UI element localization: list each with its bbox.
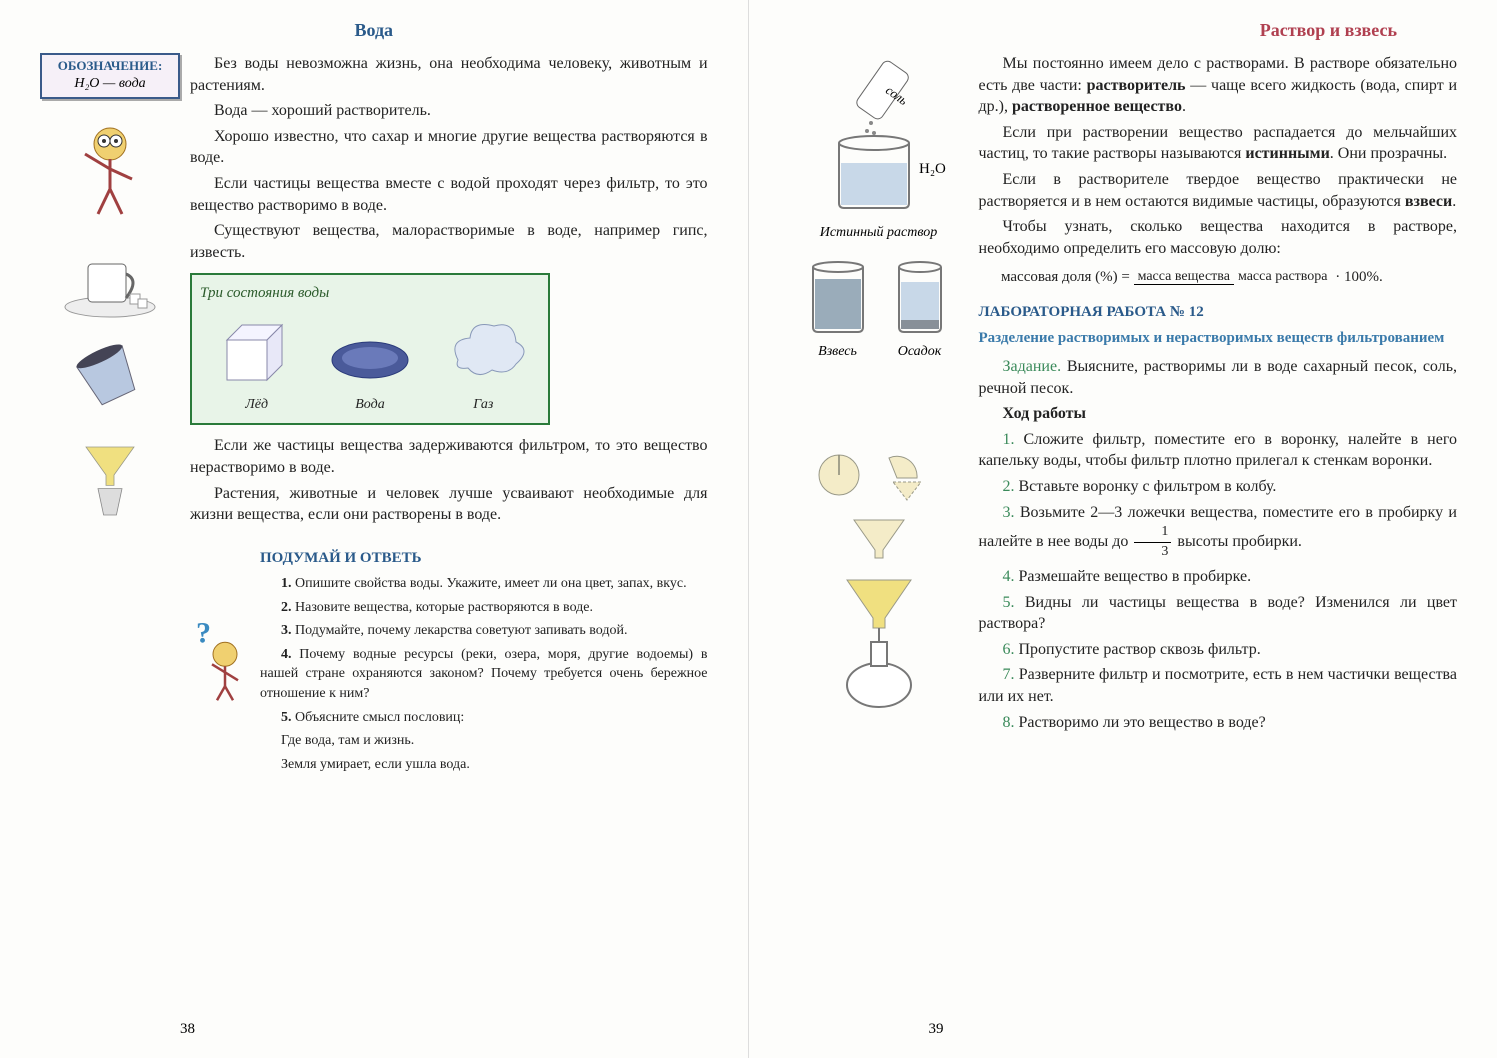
cup-sugar-icon [60, 239, 160, 319]
designation-body: H₂O — вода [50, 74, 170, 94]
procedure-title: Ход работы [979, 403, 1458, 425]
lab-title: ЛАБОРАТОРНАЯ РАБОТА № 12 [979, 302, 1458, 322]
suspension-caption: Взвесь [803, 344, 873, 360]
step: 3. Возьмите 2—3 ложечки вещества, помест… [979, 502, 1458, 562]
suspension-beaker-icon [803, 257, 873, 337]
step: 6. Пропустите раствор сквозь фильтр. [979, 639, 1458, 661]
left-text-column: Без воды невозможна жизнь, она необходим… [190, 53, 708, 778]
step: 7. Разверните фильтр и посмотрите, есть … [979, 664, 1458, 707]
q-text: Объясните смысл пословиц: [295, 710, 464, 725]
think-answer-title: ПОДУМАЙ И ОТВЕТЬ [260, 548, 708, 568]
step: 1. Сложите фильтр, поместите его в ворон… [979, 429, 1458, 472]
left-header: Вода [40, 20, 708, 41]
para: Вода — хороший растворитель. [190, 100, 708, 122]
sediment-beaker-icon [885, 257, 955, 337]
para: Если частицы вещества вместе с водой про… [190, 173, 708, 216]
right-text-column: Мы постоянно имеем дело с растворами. В … [979, 53, 1458, 737]
para: Растения, животные и человек лучше усваи… [190, 483, 708, 526]
para: Чтобы узнать, сколько вещества находится… [979, 216, 1458, 259]
mass-fraction-formula: массовая доля (%) = масса веществамасса … [1001, 267, 1457, 287]
states-title: Три состояния воды [200, 283, 540, 303]
true-solution-figure: соль H₂O [799, 53, 959, 213]
q-text: Назовите вещества, которые растворяются … [295, 600, 593, 615]
proverb: Земля умирает, если ушла вода. [260, 755, 708, 775]
question-list: 1. Опишите свойства воды. Укажите, имеет… [260, 574, 708, 774]
step: 4. Размешайте вещество в пробирке. [979, 566, 1458, 588]
sediment-caption: Осадок [885, 344, 955, 360]
para: Если в растворителе твердое вещество пра… [979, 169, 1458, 212]
q-text: Подумайте, почему лекарства советуют зап… [295, 623, 628, 638]
bucket-icon [60, 339, 160, 419]
steam-cloud-icon [438, 310, 528, 390]
funnel-icon [60, 439, 160, 519]
right-sidebar: соль H₂O Истинный раствор [789, 53, 969, 737]
page-left: Вода ОБОЗНАЧЕНИЕ: H₂O — вода [0, 0, 749, 1058]
q-text: Опишите свойства воды. Укажите, имеет ли… [295, 576, 687, 591]
state-label: Вода [325, 396, 415, 415]
left-sidebar: ОБОЗНАЧЕНИЕ: H₂O — вода [40, 53, 180, 778]
true-solution-caption: Истинный раствор [820, 225, 938, 241]
page-right: Раствор и взвесь соль H₂O Истинный раств… [749, 0, 1497, 1058]
question-mascot-icon: ? [190, 536, 250, 779]
para: Если же частицы вещества задерживаются ф… [190, 435, 708, 478]
state-label: Газ [438, 396, 528, 415]
designation-title: ОБОЗНАЧЕНИЕ: [50, 58, 170, 74]
svg-text:?: ? [196, 616, 211, 649]
filter-procedure-figure [799, 450, 959, 710]
page-number-right: 39 [929, 1021, 944, 1038]
three-states-figure: Три состояния воды Лёд [190, 273, 550, 425]
h2o-label: H₂O [919, 161, 946, 177]
para: Если при растворении вещество распадаетс… [979, 122, 1458, 165]
ice-icon [212, 310, 302, 390]
lab-subtitle: Разделение растворимых и нерастворимых в… [979, 328, 1458, 348]
para: Хорошо известно, что сахар и многие друг… [190, 126, 708, 169]
step: 5. Видны ли частицы вещества в воде? Изм… [979, 592, 1458, 635]
para: Без воды невозможна жизнь, она необходим… [190, 53, 708, 96]
proverb: Где вода, там и жизнь. [260, 731, 708, 751]
mascot-character-icon [70, 119, 150, 219]
para: Существуют вещества, малорастворимые в в… [190, 220, 708, 263]
step: 2. Вставьте воронку с фильтром в колбу. [979, 476, 1458, 498]
water-puddle-icon [325, 310, 415, 390]
page-number-left: 38 [180, 1021, 195, 1038]
book-spread: Вода ОБОЗНАЧЕНИЕ: H₂O — вода [0, 0, 1497, 1058]
q-text: Почему водные ресурсы (реки, озера, моря… [260, 647, 708, 701]
right-header: Раствор и взвесь [789, 20, 1458, 41]
designation-box: ОБОЗНАЧЕНИЕ: H₂O — вода [40, 53, 180, 99]
step: 8. Растворимо ли это вещество в воде? [979, 712, 1458, 734]
state-label: Лёд [212, 396, 302, 415]
para: Мы постоянно имеем дело с растворами. В … [979, 53, 1458, 118]
task: Задание. Выясните, растворимы ли в воде … [979, 356, 1458, 399]
